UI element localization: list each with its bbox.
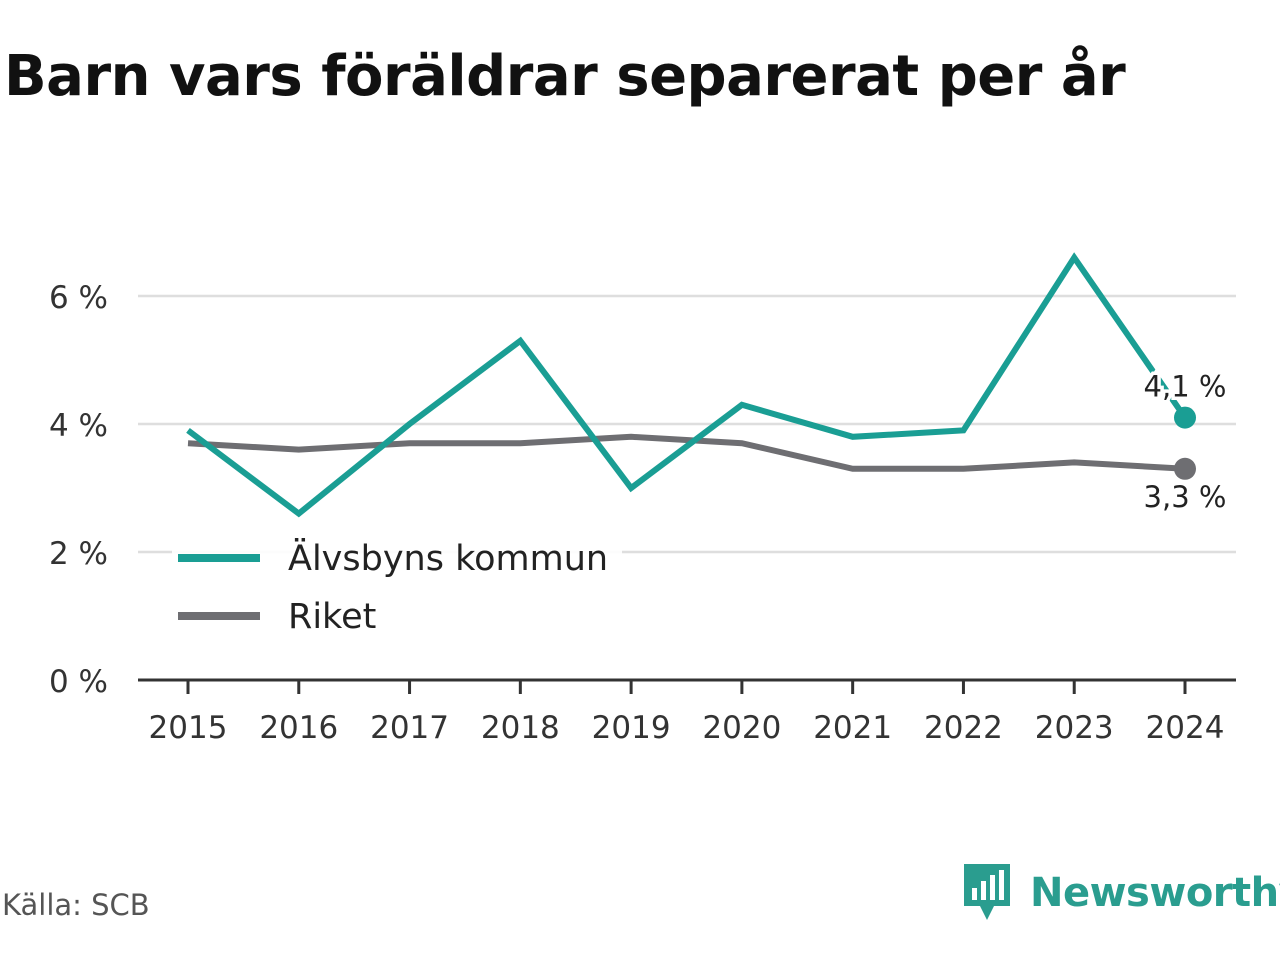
legend-label-riket: Riket [288,597,376,637]
data-label-end-alvsbyn: 4,1 % [1144,370,1227,404]
x-tick-label: 2024 [1146,710,1225,746]
series-line-riket [187,433,1186,472]
x-axis: 2015 2016 2017 2018 2019 2020 2021 2022 2023 2024 [138,678,1236,746]
y-tick-label: 0 % [49,664,108,700]
end-point-alvsbyn [1174,406,1196,429]
x-tick-label: 2019 [592,710,671,746]
y-tick-label: 2 % [49,536,108,572]
x-tick-label: 2022 [924,710,1003,746]
y-axis-ticks: 0 % 2 % 4 % 6 % [49,280,108,700]
line-chart: 0 % 2 % 4 % 6 % 2015 2016 2017 2018 2019 2020 202… [49,252,1236,746]
x-tick-label: 2021 [813,710,892,746]
y-tick-label: 4 % [49,408,108,444]
x-tick-label: 2023 [1035,710,1114,746]
y-tick-label: 6 % [49,280,108,316]
brand-name: Newsworthy [1030,870,1280,916]
chart-title: Barn vars föräldrar separerat per år [4,44,1126,109]
legend: Älvsbyns kommun Riket [172,530,622,640]
brand-logo: Newsworthy [962,862,1280,924]
series-line-alvsbyn [186,252,1188,518]
data-label-end-riket: 3,3 % [1144,480,1227,514]
series-lines: 4,1 % 3,3 % [186,252,1230,518]
x-tick-label: 2015 [149,710,228,746]
x-tick-label: 2018 [481,710,560,746]
x-tick-label: 2020 [702,710,781,746]
legend-label-alvsbyn: Älvsbyns kommun [288,537,608,579]
x-tick-label: 2017 [370,710,449,746]
source-note: Källa: SCB [2,888,150,922]
x-tick-label: 2016 [259,710,338,746]
newsworthy-logo-icon [964,864,1010,920]
end-point-riket [1174,457,1196,480]
